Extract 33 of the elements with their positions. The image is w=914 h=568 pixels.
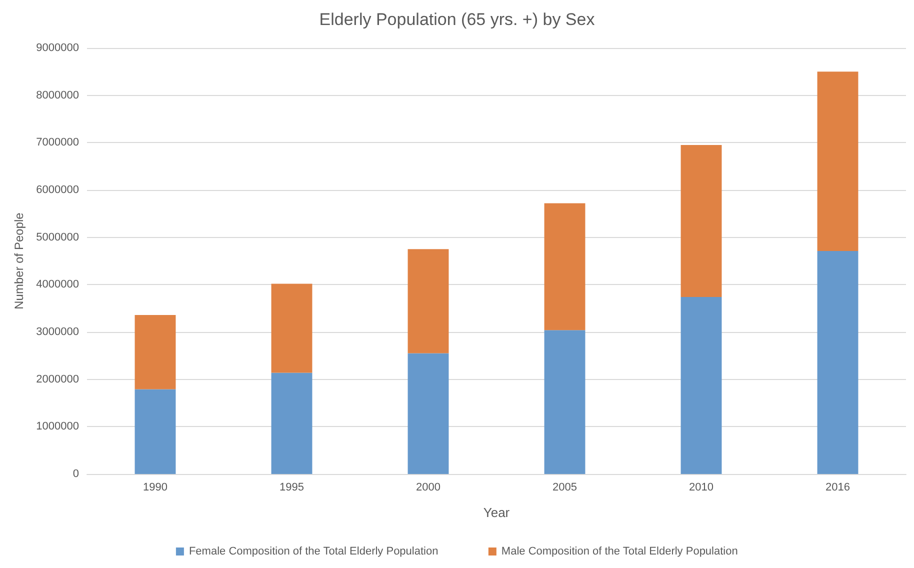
y-tick-label: 7000000 — [36, 136, 79, 149]
legend-label: Female Composition of the Total Elderly Population — [188, 546, 438, 558]
y-axis-title: Number of People — [12, 212, 26, 310]
y-tick-label: 8000000 — [36, 89, 79, 102]
bar — [271, 284, 312, 373]
legend-label: Male Composition of the Total Elderly Population — [501, 546, 738, 558]
x-tick-label: 2000 — [416, 482, 440, 494]
y-tick-label: 0 — [72, 468, 79, 480]
y-tick-label: 1000000 — [36, 420, 79, 433]
bar — [271, 372, 312, 474]
bar — [134, 389, 176, 474]
bar — [134, 314, 176, 390]
y-tick-label: 5000000 — [36, 231, 79, 244]
x-tick-label: 2005 — [552, 482, 577, 494]
bar — [408, 353, 449, 474]
bar — [680, 145, 722, 297]
y-tick-label: 9000000 — [36, 42, 79, 54]
bar — [680, 296, 722, 474]
x-tick-label: 2010 — [689, 482, 714, 494]
bar — [544, 203, 586, 330]
bar — [817, 72, 858, 252]
chart-title: Elderly Population (65 yrs. +) by Sex — [319, 10, 596, 29]
y-tick-label: 2000000 — [36, 373, 79, 386]
x-tick-label: 2016 — [826, 482, 850, 494]
bar — [544, 330, 586, 474]
x-tick-label: 1995 — [280, 482, 304, 494]
bar — [408, 249, 449, 354]
y-tick-label: 3000000 — [36, 326, 79, 338]
x-axis-title: Year — [483, 505, 510, 520]
bar — [817, 251, 858, 474]
y-tick-label: 4000000 — [36, 278, 79, 291]
y-tick-label: 6000000 — [36, 184, 79, 196]
x-tick-label: 1990 — [143, 482, 168, 494]
